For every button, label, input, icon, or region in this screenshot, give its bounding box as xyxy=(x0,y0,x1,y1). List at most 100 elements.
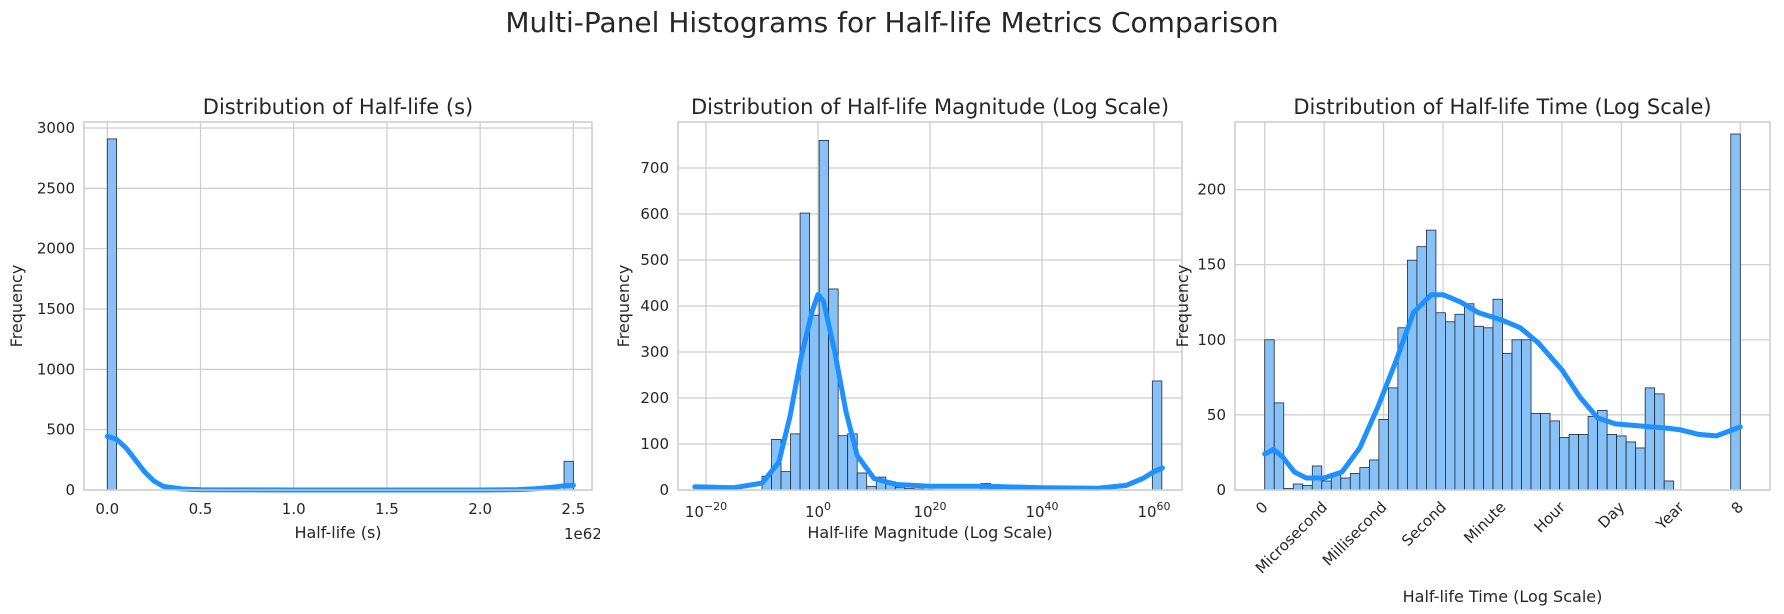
x-tick-label: 1.5 xyxy=(375,500,399,518)
histogram-bar xyxy=(837,435,849,491)
y-tick-label: 1500 xyxy=(37,300,75,318)
histogram-bar xyxy=(1454,313,1465,491)
histogram-bar xyxy=(1578,434,1589,491)
histogram-bar xyxy=(1387,387,1399,491)
kde-line xyxy=(1262,292,1743,481)
x-tick-label: 0.5 xyxy=(189,500,213,518)
x-tick-label: 1.0 xyxy=(282,500,306,518)
y-tick-label: 300 xyxy=(640,343,669,361)
histogram-bar xyxy=(1644,387,1656,491)
histogram-bar xyxy=(1730,133,1741,491)
histogram-bar xyxy=(1426,229,1437,491)
kde-line xyxy=(692,292,1165,491)
y-tick-label: 2000 xyxy=(37,240,75,258)
panel-title: Distribution of Half-life Time (Log Scal… xyxy=(1293,95,1711,119)
histogram-bar xyxy=(1549,420,1560,491)
x-tick-label: 0 xyxy=(1252,498,1271,517)
histogram-bar xyxy=(1435,312,1446,491)
y-tick-label: 0 xyxy=(65,481,75,499)
x-tick-label: 100 xyxy=(805,500,831,521)
histogram-bar xyxy=(780,471,791,491)
histogram-bar xyxy=(1340,477,1351,491)
figure-title: Multi-Panel Histograms for Half-life Met… xyxy=(505,6,1279,39)
x-tick-label: Second xyxy=(1398,498,1450,550)
histogram-bar xyxy=(1264,339,1275,491)
y-tick-label: 2500 xyxy=(37,179,75,197)
histogram-bar xyxy=(1445,321,1456,491)
y-tick-label: 500 xyxy=(46,421,75,439)
x-tick-label: 2.0 xyxy=(468,500,492,518)
x-tick-label: 1020 xyxy=(913,500,946,521)
histogram-bar xyxy=(1359,467,1370,491)
histogram-panel-magnitude: Distribution of Half-life Magnitude (Log… xyxy=(614,95,1183,542)
histogram-panel-time: Distribution of Half-life Time (Log Scal… xyxy=(1173,95,1771,606)
x-tick-label: Day xyxy=(1595,498,1629,532)
y-tick-label: 200 xyxy=(640,389,669,407)
x-axis-label: Half-life (s) xyxy=(294,523,381,542)
y-tick-label: 400 xyxy=(640,297,669,315)
histogram-bar xyxy=(1616,435,1627,491)
histogram-bar xyxy=(1502,352,1513,491)
histogram-bar xyxy=(1654,393,1665,491)
histogram-bar xyxy=(1635,447,1646,491)
histogram-bar xyxy=(1292,483,1304,491)
histogram-bar xyxy=(1492,298,1503,491)
histogram-bar xyxy=(1273,402,1285,491)
histogram-bar xyxy=(1663,480,1675,491)
histogram-bar xyxy=(1559,437,1570,491)
x-axis-label: Half-life Magnitude (Log Scale) xyxy=(807,523,1052,542)
histogram-bar xyxy=(1349,473,1361,491)
x-tick-label: 0.0 xyxy=(95,500,119,518)
y-tick-label: 700 xyxy=(640,159,669,177)
x-tick-label: 8 xyxy=(1728,498,1747,517)
histogram-bar xyxy=(1530,412,1541,491)
y-tick-label: 500 xyxy=(640,251,669,269)
histogram-bar xyxy=(856,472,868,491)
y-tick-label: 600 xyxy=(640,205,669,223)
y-tick-label: 100 xyxy=(1197,331,1226,349)
x-tick-label: 10−20 xyxy=(685,500,727,521)
panel-title: Distribution of Half-life Magnitude (Log… xyxy=(691,95,1169,119)
y-tick-label: 200 xyxy=(1197,181,1226,199)
x-tick-label: 1060 xyxy=(1137,500,1170,521)
histogram-bar xyxy=(1473,325,1484,491)
x-axis-label: Half-life Time (Log Scale) xyxy=(1403,587,1603,606)
histogram-bar xyxy=(1321,480,1332,491)
kde-line xyxy=(104,433,576,493)
x-tick-label: Hour xyxy=(1530,498,1569,537)
histogram-bar xyxy=(1416,246,1427,491)
y-tick-label: 150 xyxy=(1197,256,1226,274)
histogram-bar xyxy=(1568,434,1579,491)
y-tick-label: 0 xyxy=(659,481,669,499)
y-tick-label: 50 xyxy=(1207,406,1226,424)
x-tick-label: 1040 xyxy=(1025,500,1058,521)
histogram-panel-half-life: Distribution of Half-life (s) 0 500 1000 150… xyxy=(7,95,600,543)
x-tick-label: 2.5 xyxy=(561,500,585,518)
y-tick-label: 3000 xyxy=(37,119,75,137)
histogram-bar xyxy=(790,433,801,491)
x-tick-label: Year xyxy=(1652,498,1688,534)
x-offset-label: 1e62 xyxy=(564,525,600,543)
histogram-bar xyxy=(1540,412,1551,491)
x-tick-label: Minute xyxy=(1460,498,1509,547)
y-axis-label: Frequency xyxy=(614,265,633,348)
histogram-bar xyxy=(1606,434,1618,491)
histogram-bar xyxy=(1521,339,1532,491)
histogram-bar xyxy=(1406,259,1418,491)
histogram-bar xyxy=(809,314,820,491)
histogram-bar xyxy=(1464,303,1475,491)
histogram-bar xyxy=(1483,327,1494,491)
x-tick-label: Millisecond xyxy=(1319,498,1390,569)
y-tick-label: 100 xyxy=(640,435,669,453)
panel-title: Distribution of Half-life (s) xyxy=(203,95,473,119)
histogram-bar xyxy=(1378,419,1389,491)
plot-frame xyxy=(83,121,593,491)
plot-frame xyxy=(677,121,1183,491)
y-axis-label: Frequency xyxy=(1173,265,1192,348)
y-tick-label: 0 xyxy=(1216,481,1226,499)
y-tick-label: 1000 xyxy=(37,360,75,378)
plot-frame xyxy=(1234,121,1771,491)
histogram-bar xyxy=(1368,459,1380,491)
y-axis-label: Frequency xyxy=(7,265,26,348)
histogram-bar xyxy=(1625,441,1637,491)
